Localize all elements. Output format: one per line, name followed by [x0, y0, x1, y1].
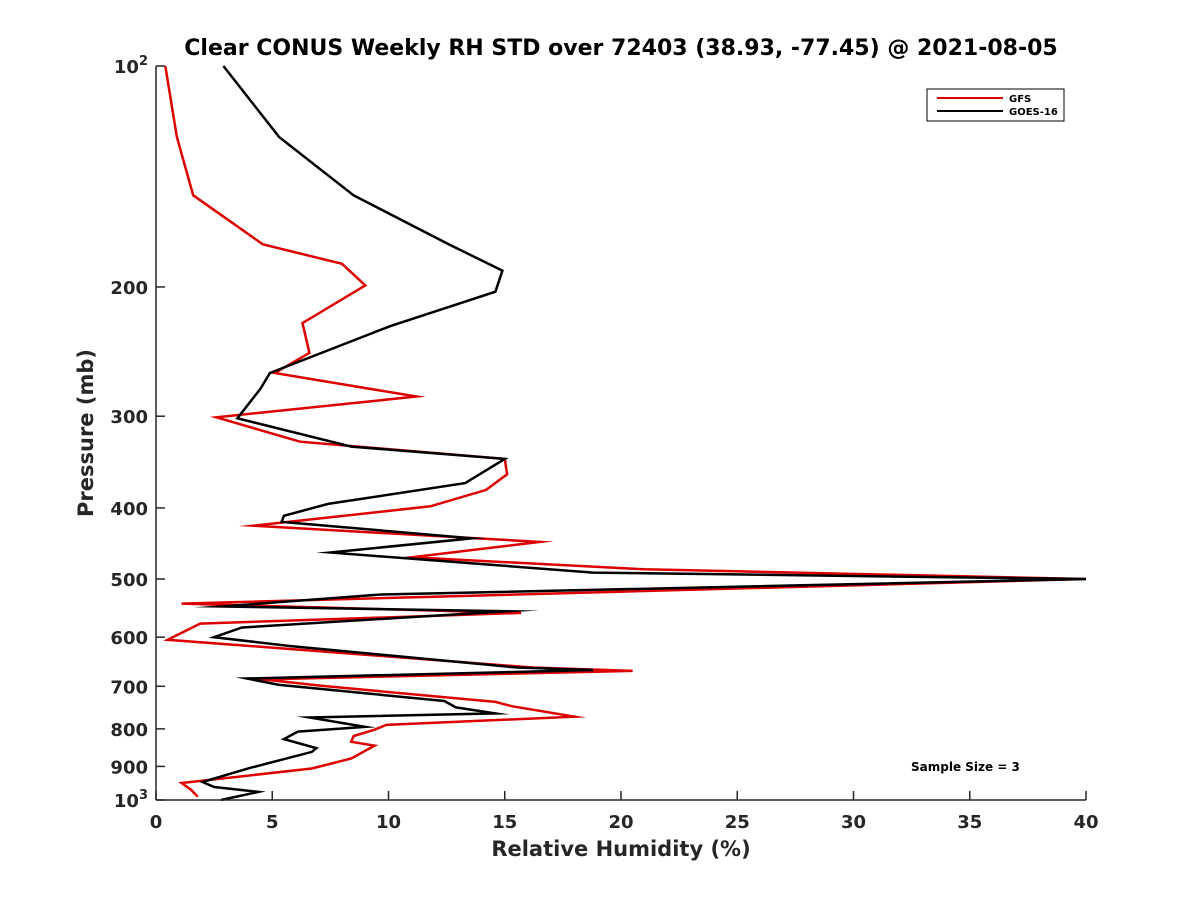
legend: GFS GOES-16 [926, 88, 1065, 122]
y-tick-label: 200 [110, 278, 148, 299]
x-tick-label: 0 [150, 812, 163, 833]
legend-box [926, 88, 1065, 122]
x-tick-label: 15 [492, 812, 517, 833]
x-tick-label: 25 [725, 812, 750, 833]
y-tick-label: 700 [110, 677, 148, 698]
y-tick-label: 500 [110, 570, 148, 591]
y-tick-label: 103 [114, 788, 148, 812]
y-ticks: 102 200 300 400 500 600 700 800 900 103 [110, 54, 165, 812]
y-tick-label: 102 [114, 54, 148, 78]
y-tick-label: 800 [110, 720, 148, 741]
series-line-gfs [162, 65, 1087, 798]
y-tick-label: 300 [110, 407, 148, 428]
sample-size-annotation: Sample Size = 3 [911, 760, 1020, 774]
series-layer [162, 65, 1087, 802]
y-tick-label: 600 [110, 628, 148, 649]
x-tick-label: 20 [608, 812, 633, 833]
legend-label-goes16: GOES-16 [1009, 107, 1058, 118]
series-line-goes16 [193, 65, 1087, 802]
x-tick-label: 5 [266, 812, 279, 833]
x-tick-label: 40 [1073, 812, 1098, 833]
y-tick-label: 900 [110, 757, 148, 778]
y-tick-label: 400 [110, 499, 148, 520]
x-axis-label: Relative Humidity (%) [491, 837, 750, 861]
x-tick-label: 10 [376, 812, 401, 833]
x-ticks: 0 5 10 15 20 25 30 35 40 [150, 791, 1099, 833]
legend-label-gfs: GFS [1009, 94, 1031, 105]
x-tick-label: 30 [841, 812, 866, 833]
y-axis-label: Pressure (mb) [74, 349, 98, 517]
x-tick-label: 35 [957, 812, 982, 833]
chart-title: Clear CONUS Weekly RH STD over 72403 (38… [184, 36, 1057, 61]
